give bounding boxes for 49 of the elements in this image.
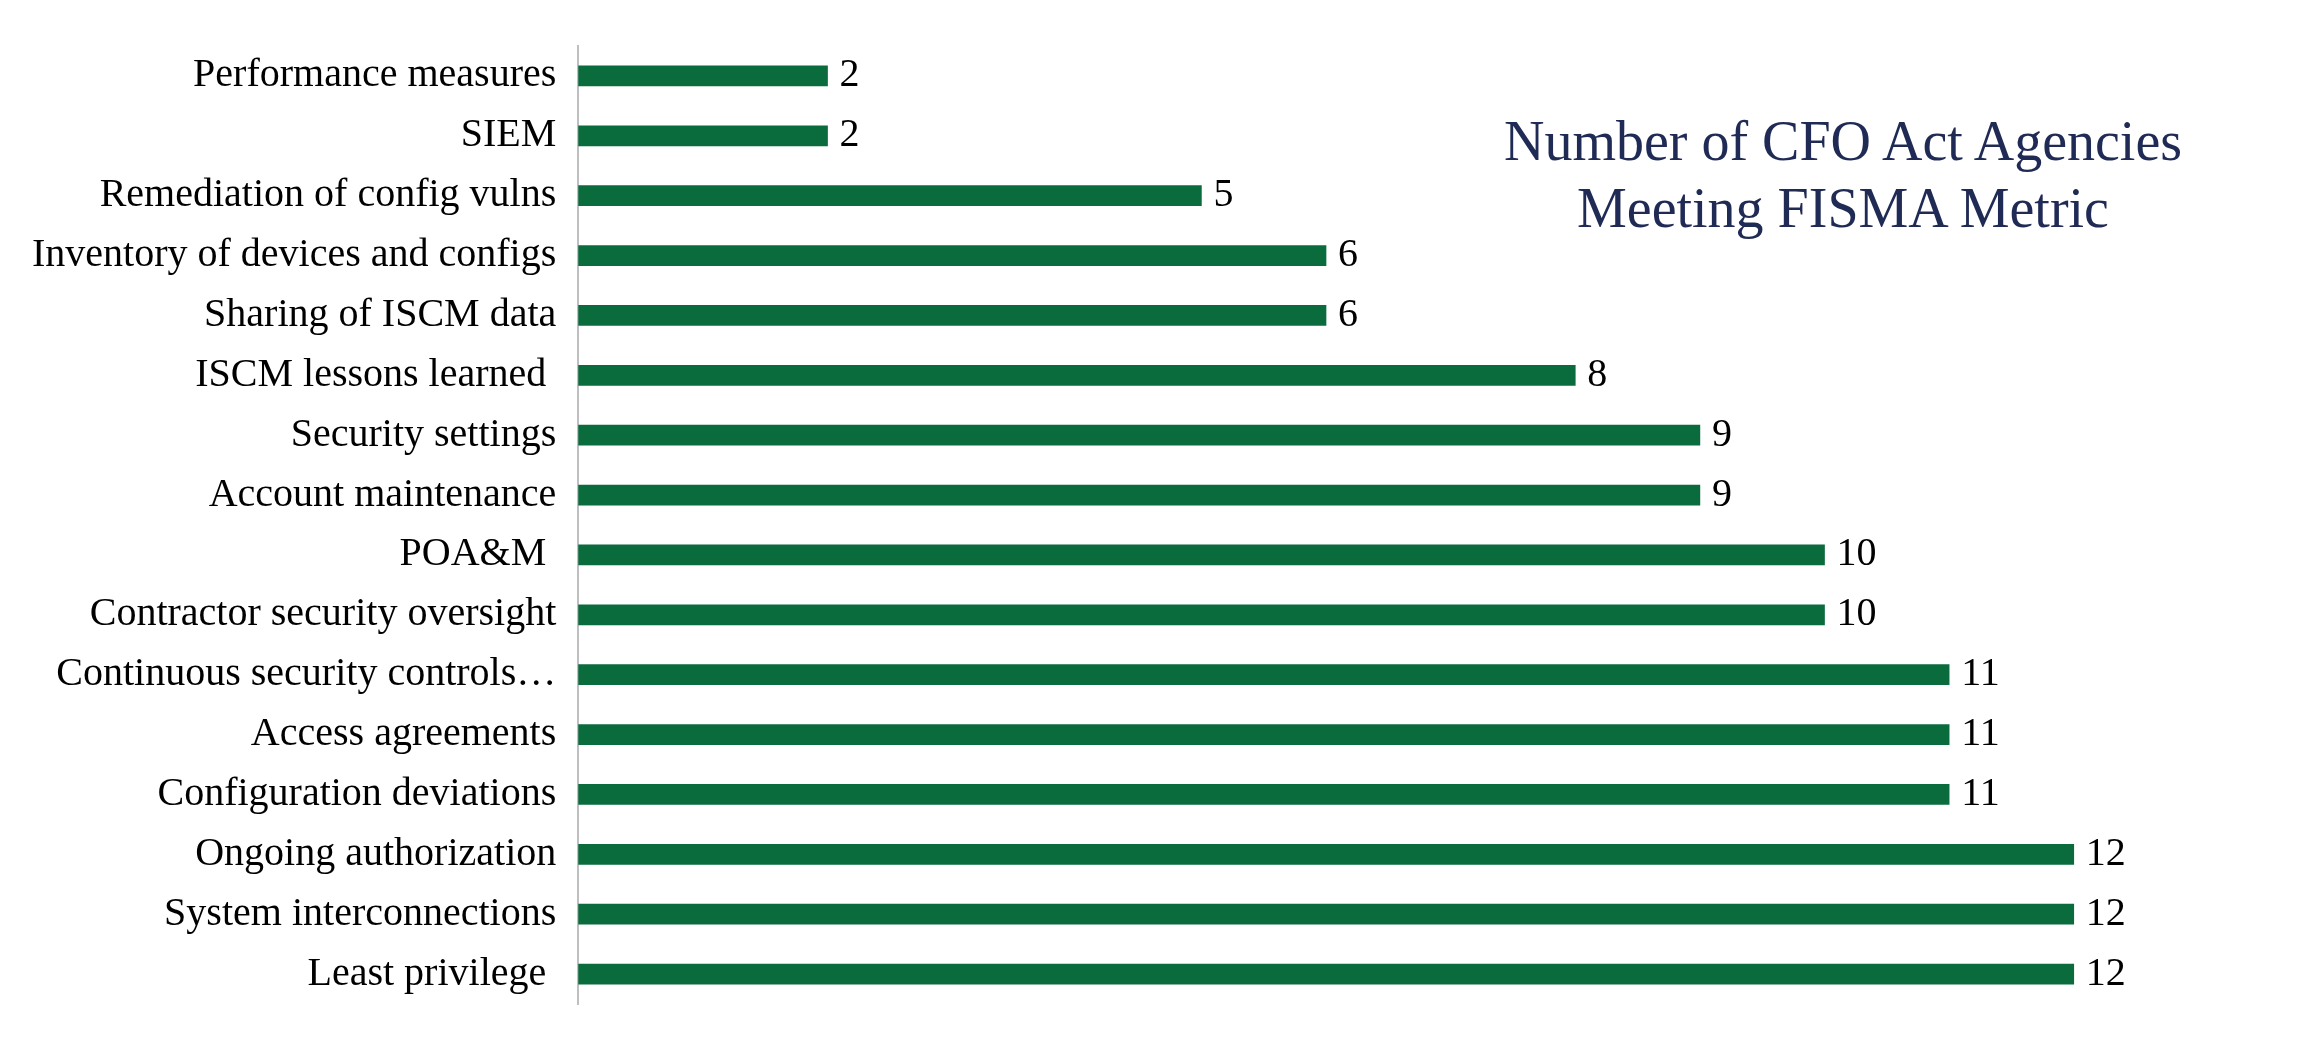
- bar: [578, 245, 1327, 266]
- data-label: 11: [1961, 709, 2000, 755]
- data-label: 12: [2085, 888, 2126, 934]
- bar: [578, 364, 1576, 386]
- y-tick-label: System interconnections: [164, 888, 557, 934]
- bar: [578, 963, 2075, 985]
- text: Number of CFO Act Agencies Meeting FISMA Metric: [1502, 109, 2184, 242]
- y-tick-label: Sharing of ISCM data: [204, 289, 557, 335]
- bar: [578, 604, 1825, 626]
- data-label: 10: [1836, 589, 1877, 635]
- y-tick-label: Least privilege: [307, 948, 557, 994]
- data-label: 9: [1711, 469, 1732, 515]
- bar: [578, 484, 1701, 506]
- y-tick-label: Ongoing authorization: [195, 828, 557, 874]
- bar: [578, 544, 1825, 566]
- bar: [578, 784, 1950, 805]
- data-label: 10: [1836, 529, 1877, 575]
- y-tick-label: SIEM: [460, 110, 557, 156]
- bar: [578, 664, 1950, 686]
- bar: [578, 424, 1701, 446]
- y-tick-label: Performance measures: [193, 50, 557, 96]
- data-label: 12: [2085, 828, 2126, 874]
- y-tick-label: Access agreements: [250, 709, 557, 755]
- y-tick-label: Remediation of config vulns: [99, 170, 557, 216]
- data-label: 11: [1961, 768, 2000, 814]
- data-label: 2: [839, 110, 860, 156]
- y-tick-label: POA&M: [399, 529, 557, 575]
- y-tick-label: Security settings: [290, 409, 557, 455]
- bar: [578, 843, 2075, 865]
- bar: [578, 65, 828, 87]
- data-label: 12: [2085, 948, 2126, 994]
- bar: [578, 305, 1327, 326]
- data-label: 9: [1711, 409, 1732, 455]
- y-tick-label: Continuous security controls…: [56, 649, 557, 695]
- y-tick-label: ISCM lessons learned: [195, 349, 557, 395]
- bar: [578, 125, 828, 147]
- data-label: 6: [1338, 289, 1359, 335]
- data-label: 8: [1587, 349, 1608, 395]
- y-tick-label: Inventory of devices and configs: [32, 230, 557, 276]
- bar: [578, 185, 1202, 207]
- bar: [578, 903, 2075, 925]
- data-label: 11: [1961, 649, 2000, 695]
- data-label: 6: [1338, 230, 1359, 276]
- y-tick-label: Configuration deviations: [157, 768, 557, 814]
- y-tick-label: Account maintenance: [208, 469, 557, 515]
- y-tick-label: Contractor security oversight: [89, 589, 557, 635]
- bar: [578, 724, 1950, 745]
- data-label: 2: [839, 50, 860, 96]
- data-label: 5: [1213, 170, 1234, 216]
